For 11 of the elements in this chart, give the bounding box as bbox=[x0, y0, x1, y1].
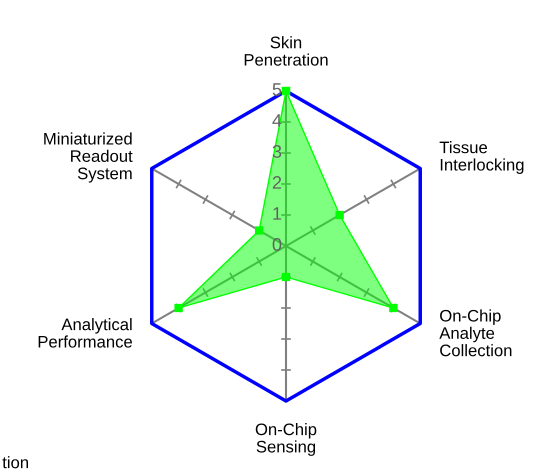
spoke-label: Analytical Performance bbox=[38, 318, 132, 348]
spoke-label: Skin Penetration bbox=[244, 36, 328, 66]
text: tion bbox=[2, 456, 28, 468]
spoke-label: Tissue Interlocking bbox=[440, 141, 524, 174]
y-tick-label: 2 bbox=[272, 176, 282, 189]
y-tick-label: 5 bbox=[272, 83, 282, 96]
spoke-label: On-Chip Sensing bbox=[256, 423, 316, 456]
spoke-label: On-Chip Analyte Collection bbox=[439, 309, 512, 356]
y-tick-label: 0 bbox=[272, 238, 282, 251]
spoke-label: Miniaturized Readout System bbox=[44, 132, 133, 183]
y-tick-label: 1 bbox=[273, 207, 282, 220]
